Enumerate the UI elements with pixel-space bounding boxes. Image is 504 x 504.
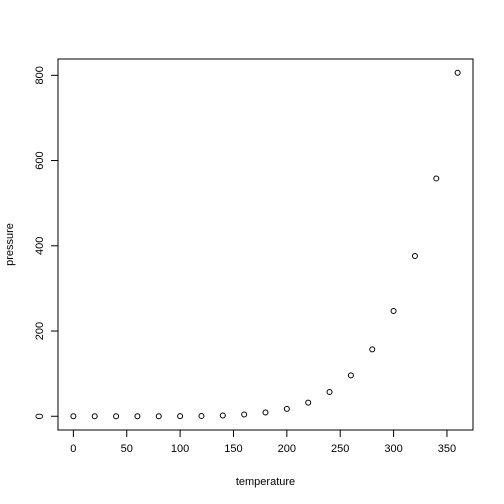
point bbox=[70, 413, 77, 420]
y-axis-title: pressure bbox=[4, 223, 16, 266]
point bbox=[305, 399, 312, 406]
y-tick-label: 200 bbox=[34, 322, 46, 340]
x-tick-label: 100 bbox=[171, 443, 189, 455]
point bbox=[283, 405, 290, 412]
point bbox=[433, 175, 440, 182]
point bbox=[177, 413, 184, 420]
y-tick-label: 400 bbox=[34, 237, 46, 255]
x-tick-label: 300 bbox=[384, 443, 402, 455]
x-axis-title: temperature bbox=[236, 476, 295, 488]
point bbox=[347, 372, 354, 379]
point bbox=[198, 412, 205, 419]
y-tick-label: 800 bbox=[34, 66, 46, 84]
x-tick-label: 200 bbox=[278, 443, 296, 455]
point bbox=[411, 253, 418, 260]
point bbox=[390, 307, 397, 314]
x-tick-label: 350 bbox=[438, 443, 456, 455]
x-tick-label: 50 bbox=[121, 443, 133, 455]
point bbox=[326, 388, 333, 395]
y-tick-label: 600 bbox=[34, 151, 46, 169]
point bbox=[113, 413, 120, 420]
point bbox=[155, 413, 162, 420]
x-tick-label: 150 bbox=[224, 443, 242, 455]
plot-box bbox=[57, 58, 474, 431]
point bbox=[454, 69, 461, 76]
point bbox=[219, 412, 226, 419]
point bbox=[91, 413, 98, 420]
point bbox=[262, 409, 269, 416]
x-tick-label: 250 bbox=[331, 443, 349, 455]
point bbox=[369, 346, 376, 353]
point bbox=[134, 413, 141, 420]
y-tick-label: 0 bbox=[34, 413, 46, 419]
point bbox=[241, 411, 248, 418]
x-tick-label: 0 bbox=[70, 443, 76, 455]
